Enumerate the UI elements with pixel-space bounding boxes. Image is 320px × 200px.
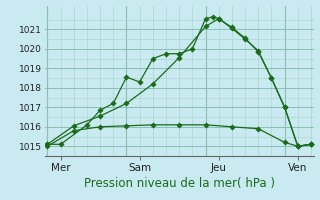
X-axis label: Pression niveau de la mer( hPa ): Pression niveau de la mer( hPa ) [84, 177, 275, 190]
